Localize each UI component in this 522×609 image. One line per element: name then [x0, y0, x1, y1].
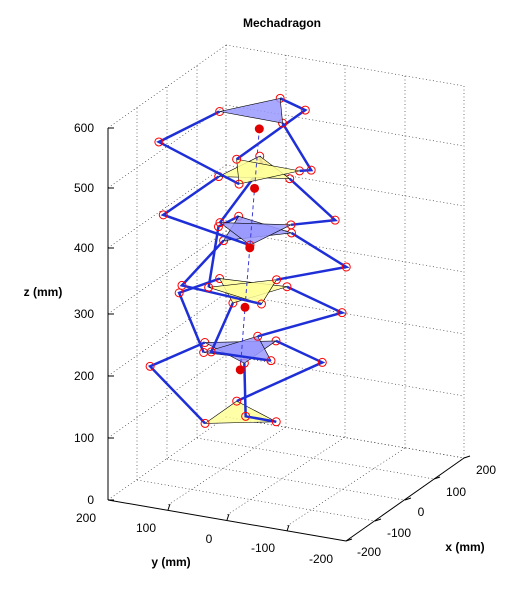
y-tick-label: -200 — [309, 552, 333, 566]
y-tick-label: 200 — [76, 511, 96, 525]
y-axis-line — [107, 499, 347, 542]
leg-link — [243, 363, 277, 424]
leg-link — [288, 177, 339, 227]
y-tick-labels: 200 100 0 -100 -200 — [76, 511, 333, 566]
leg-link — [236, 339, 326, 403]
z-tick-label: 0 — [87, 493, 94, 507]
z-tick-label: 300 — [74, 307, 94, 321]
joint-marker — [317, 357, 327, 367]
platform-plate — [208, 279, 278, 305]
joint-marker — [337, 308, 347, 318]
joint-marker — [286, 220, 296, 230]
joint-marker — [177, 280, 187, 290]
joint-marker — [253, 331, 263, 341]
center-marker — [240, 302, 250, 312]
joint-marker — [271, 417, 281, 427]
x-tick-label: 100 — [446, 485, 466, 499]
joint-marker — [234, 179, 244, 189]
joint-marker — [154, 137, 164, 147]
x-tick-label: 200 — [476, 463, 496, 477]
joint-marker — [330, 215, 340, 225]
axes — [107, 127, 471, 542]
joint-marker — [145, 361, 155, 371]
center-marker — [245, 243, 255, 253]
y-axis-label: y (mm) — [151, 555, 190, 569]
leg-link — [276, 231, 350, 281]
z-tick-labels: 0 100 200 300 400 500 600 — [74, 121, 94, 507]
joint-marker — [215, 218, 225, 228]
leg-link — [156, 110, 240, 186]
joint-marker — [204, 282, 214, 292]
y-tick-label: 100 — [136, 521, 156, 535]
joint-marker — [266, 356, 276, 366]
joint-marker — [295, 166, 305, 176]
joint-marker — [306, 165, 316, 175]
center-marker — [235, 365, 245, 375]
y-tick-label: -100 — [251, 541, 275, 555]
joint-marker — [278, 118, 288, 128]
joint-marker — [158, 210, 168, 220]
mechadragon-plot — [145, 93, 351, 428]
x-tick-label: 0 — [418, 505, 425, 519]
z-tick-label: 100 — [74, 431, 94, 445]
joint-marker — [232, 396, 242, 406]
joint-marker — [300, 105, 310, 115]
leg-link — [177, 277, 221, 353]
x-tick-labels: -200 -100 0 100 200 — [357, 463, 496, 559]
z-tick-label: 200 — [74, 369, 94, 383]
z-axis-label: z (mm) — [24, 285, 63, 299]
x-tick-label: -200 — [357, 545, 381, 559]
z-tick-label: 600 — [74, 121, 94, 135]
grid-lines — [107, 44, 465, 542]
joint-marker — [272, 275, 282, 285]
joint-marker — [200, 418, 210, 428]
joint-marker — [256, 299, 266, 309]
center-marker — [254, 124, 264, 134]
leg-link — [235, 97, 308, 161]
leg-link — [160, 175, 251, 247]
chart-title: Mechadragon — [243, 16, 321, 30]
x-axis-label: x (mm) — [445, 540, 484, 554]
platform-plate — [236, 158, 300, 185]
joint-marker — [232, 154, 242, 164]
z-tick-label: 400 — [74, 241, 94, 255]
platform-plate — [219, 97, 283, 124]
x-tick-label: -100 — [387, 526, 411, 540]
center-marker — [250, 183, 260, 193]
joint-marker — [241, 411, 251, 421]
leg-link — [281, 122, 314, 173]
leg-link — [257, 285, 346, 338]
leg-link — [179, 239, 262, 306]
joint-marker — [213, 222, 223, 232]
leg-link — [147, 341, 206, 425]
joint-marker — [199, 348, 209, 358]
joint-marker — [341, 262, 351, 272]
leg-link — [209, 302, 272, 362]
y-tick-label: 0 — [206, 532, 213, 546]
platform-plate — [219, 222, 292, 246]
z-tick-label: 500 — [74, 181, 94, 195]
joint-marker — [215, 274, 225, 284]
